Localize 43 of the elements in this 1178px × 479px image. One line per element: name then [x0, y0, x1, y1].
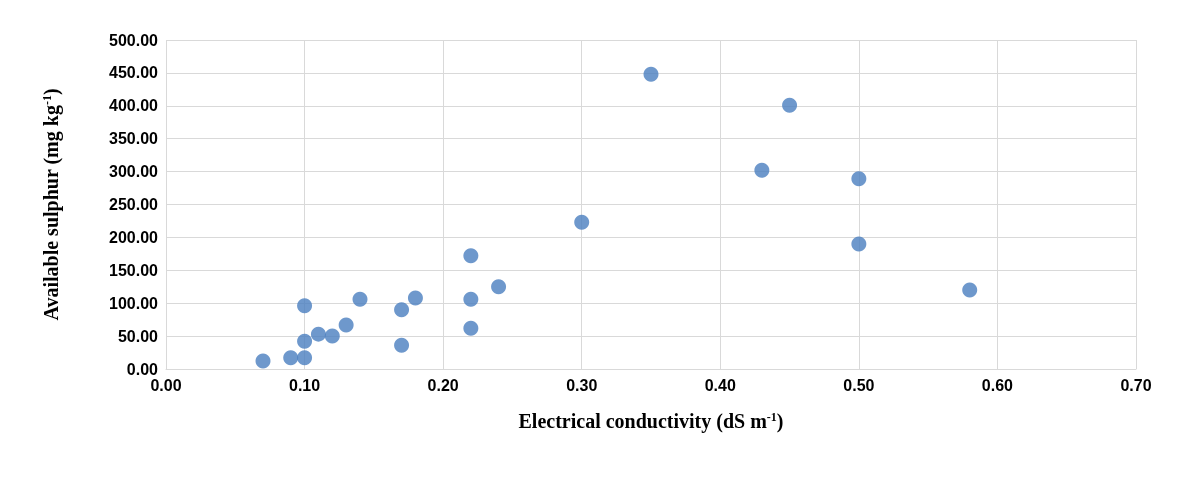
x-tick-label: 0.70 — [1120, 376, 1152, 394]
x-tick-label: 0.20 — [427, 376, 459, 394]
point — [297, 350, 313, 366]
point — [324, 328, 340, 344]
point — [574, 214, 590, 230]
point — [782, 97, 798, 113]
x-tick-label: 0.30 — [566, 376, 598, 394]
x-tick-label: 0.60 — [981, 376, 1014, 394]
point — [297, 298, 313, 314]
point — [851, 171, 867, 187]
point — [255, 353, 271, 369]
point — [463, 320, 479, 336]
point — [491, 279, 507, 295]
y-tick-label: 250.00 — [109, 196, 159, 213]
y-tick-label: 300.00 — [109, 163, 159, 181]
point — [297, 333, 313, 349]
x-tick-label: 0.50 — [843, 376, 875, 394]
y-tick-label: 450.00 — [109, 64, 159, 82]
point — [643, 66, 659, 82]
y-tick-label: 0.00 — [126, 360, 159, 378]
y-axis-title: Available sulphur (mg kg-1) — [40, 88, 63, 321]
point — [407, 290, 423, 306]
point — [283, 350, 299, 366]
point — [352, 291, 368, 307]
y-tick-label: 500.00 — [109, 31, 159, 49]
y-tick-label: 350.00 — [109, 130, 159, 148]
y-tick-label: 400.00 — [109, 97, 159, 115]
point — [962, 282, 978, 298]
x-tick-label: 0.00 — [150, 376, 182, 394]
point — [851, 236, 867, 252]
point — [754, 162, 770, 178]
x-tick-label: 0.40 — [704, 376, 736, 394]
y-tick-label: 200.00 — [109, 228, 159, 246]
point — [310, 326, 326, 342]
y-tick-label: 150.00 — [109, 261, 159, 279]
point — [463, 291, 479, 307]
y-tick-label: 50.00 — [117, 327, 159, 345]
point — [463, 248, 479, 264]
point — [394, 302, 410, 318]
point — [394, 337, 410, 353]
point — [338, 317, 354, 333]
y-tick-label: 100.00 — [109, 294, 159, 312]
x-tick-label: 0.10 — [289, 376, 321, 394]
